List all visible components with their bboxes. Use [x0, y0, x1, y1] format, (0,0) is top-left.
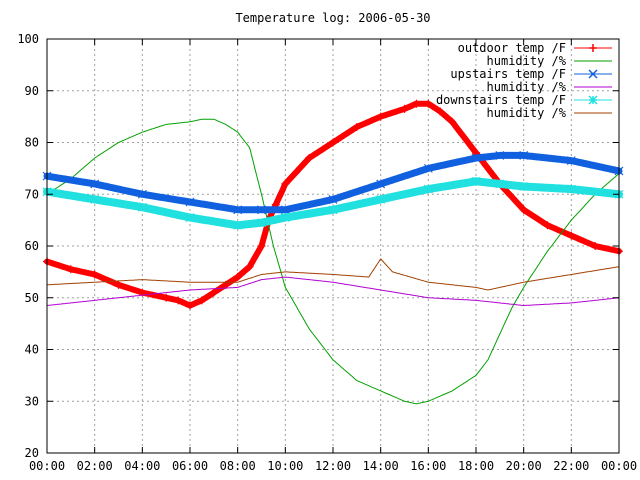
series-point: [185, 213, 195, 222]
series-point: [543, 221, 552, 230]
chart-title: Temperature log: 2006-05-30: [235, 11, 430, 25]
y-tick-label: 90: [25, 84, 39, 98]
series-point: [257, 242, 266, 250]
series-point: [233, 220, 243, 230]
x-tick-label: 00:00: [601, 459, 637, 473]
y-tick-label: 60: [25, 239, 39, 253]
series-4: [46, 276, 620, 306]
series-point: [66, 265, 75, 274]
series-point: [376, 112, 385, 121]
series-point: [567, 231, 576, 240]
series-point: [329, 138, 337, 147]
x-tick-label: 18:00: [458, 459, 494, 473]
series-point: [519, 151, 529, 160]
series-point: [471, 153, 481, 163]
series-point: [448, 117, 457, 126]
series-point: [114, 280, 123, 289]
series-point: [257, 205, 266, 215]
x-tick-label: 10:00: [267, 459, 303, 473]
series-point: [186, 301, 194, 310]
series-2: [46, 118, 620, 405]
series-point: [376, 195, 386, 204]
x-tick-label: 00:00: [29, 459, 65, 473]
series-point: [423, 163, 433, 173]
series-point: [424, 99, 433, 108]
series-1: [43, 99, 623, 310]
series-line: [46, 118, 620, 405]
series-3: [42, 151, 624, 215]
series-point: [137, 202, 147, 212]
series-point: [90, 195, 100, 204]
x-tick-label: 04:00: [124, 459, 160, 473]
series-point: [281, 179, 290, 188]
x-tick-label: 06:00: [172, 459, 208, 473]
series-point: [280, 213, 290, 222]
series-point: [376, 179, 386, 189]
legend-label: humidity /%: [487, 80, 567, 94]
series-point: [519, 182, 529, 191]
series-point: [423, 184, 433, 194]
series-point: [209, 288, 218, 297]
y-tick-label: 40: [25, 343, 39, 357]
series-point: [185, 197, 195, 207]
x-tick-label: 02:00: [77, 459, 113, 473]
series-5: [42, 176, 624, 230]
series-point: [566, 184, 576, 194]
series-point: [280, 205, 290, 215]
legend-marker: [588, 69, 598, 79]
x-tick-label: 22:00: [553, 459, 589, 473]
series-point: [495, 179, 505, 189]
y-tick-label: 20: [25, 446, 39, 460]
series-point: [328, 205, 338, 215]
legend-label: outdoor temp /F: [458, 41, 566, 55]
legend-label: humidity /%: [487, 54, 567, 68]
axis-ticks: 20 30 40 50 60 70 80 90 100 00:00 02:00 04:00 06:00 0…: [17, 32, 637, 473]
series-point: [471, 176, 481, 186]
series-point: [519, 205, 528, 214]
y-tick-label: 30: [25, 394, 39, 408]
series-point: [591, 242, 600, 250]
series-line: [46, 276, 620, 306]
x-tick-label: 08:00: [220, 459, 256, 473]
series-point: [566, 156, 576, 166]
series-point: [436, 107, 445, 116]
y-tick-label: 50: [25, 291, 39, 305]
series-point: [305, 154, 314, 163]
legend-label: humidity /%: [487, 106, 567, 120]
series-point: [90, 179, 100, 189]
series-point: [233, 273, 242, 282]
legend-marker: [589, 44, 597, 52]
y-tick-label: 80: [25, 136, 39, 150]
series-point: [328, 195, 338, 204]
series-point: [412, 99, 421, 108]
series-6: [46, 258, 620, 291]
series-point: [233, 205, 243, 215]
legend-marker: [588, 95, 598, 105]
series-point: [400, 104, 409, 113]
series-point: [174, 296, 183, 305]
series-point: [197, 296, 206, 305]
x-tick-label: 14:00: [363, 459, 399, 473]
series-point: [495, 151, 505, 160]
x-tick-label: 16:00: [410, 459, 446, 473]
series-point: [137, 189, 147, 199]
y-tick-label: 70: [25, 187, 39, 201]
x-tick-label: 20:00: [506, 459, 542, 473]
series-point: [245, 262, 254, 271]
legend-label: upstairs temp /F: [450, 67, 566, 81]
series-point: [257, 218, 266, 228]
series-point: [90, 270, 99, 279]
legend-label: downstairs temp /F: [436, 93, 566, 107]
y-tick-label: 100: [17, 32, 39, 46]
x-tick-label: 12:00: [315, 459, 351, 473]
series-point: [352, 122, 361, 131]
series-line: [46, 258, 620, 291]
series-point: [162, 293, 171, 302]
series-lines: [42, 99, 624, 405]
